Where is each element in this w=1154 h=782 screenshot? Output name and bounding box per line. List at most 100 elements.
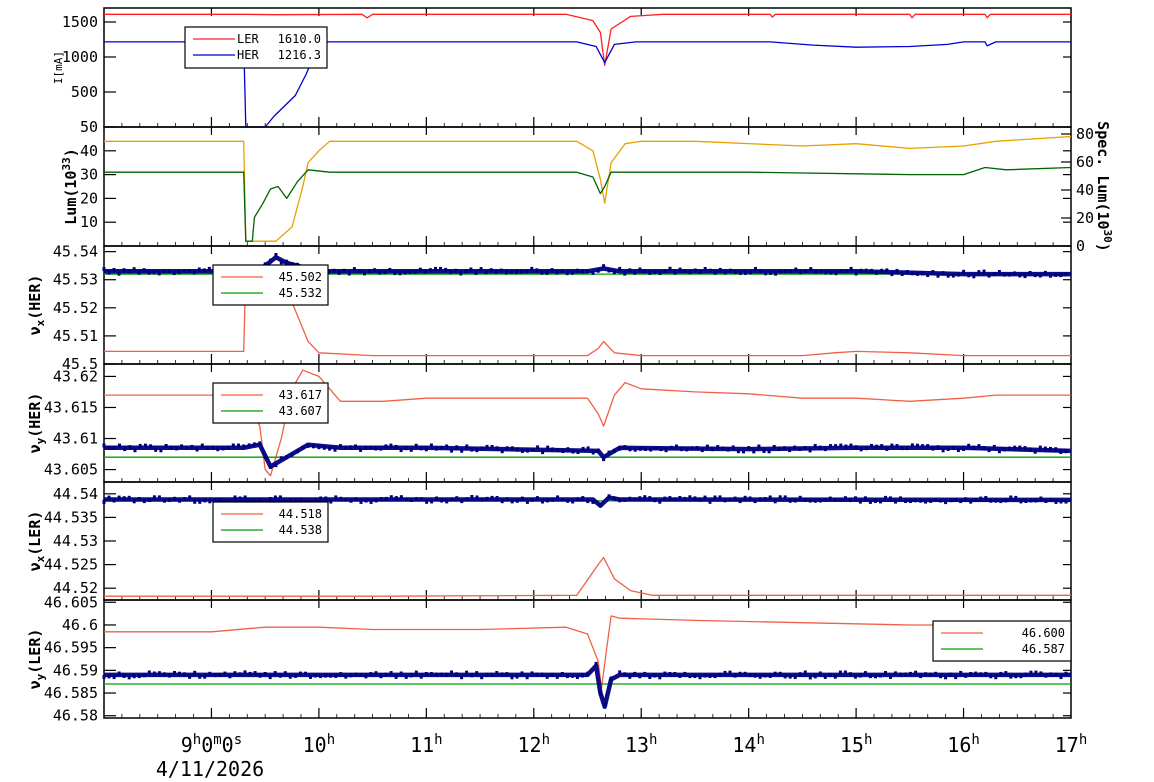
y2-tick-label: 60	[1076, 153, 1094, 171]
data-point	[233, 495, 237, 500]
data-point	[586, 499, 590, 504]
y-tick-label: 1000	[62, 48, 98, 66]
data-point	[218, 497, 222, 502]
data-point	[658, 499, 662, 504]
data-point	[138, 443, 142, 448]
data-point	[987, 273, 991, 278]
data-point	[510, 270, 513, 274]
data-point	[505, 497, 509, 502]
data-point	[566, 498, 570, 503]
data-point	[693, 674, 697, 678]
data-point	[168, 497, 171, 502]
data-point	[555, 674, 559, 679]
data-point	[899, 672, 902, 677]
data-point	[754, 267, 757, 271]
data-point	[743, 495, 747, 500]
data-point	[520, 496, 524, 501]
data-point	[374, 671, 378, 676]
data-point	[794, 267, 798, 272]
data-point	[173, 496, 177, 501]
data-point	[833, 674, 837, 679]
data-point	[550, 672, 554, 677]
data-point	[868, 499, 872, 504]
data-point	[357, 269, 361, 274]
data-point	[535, 496, 539, 501]
data-point	[231, 443, 235, 448]
data-point	[773, 499, 777, 504]
data-point	[314, 673, 317, 678]
data-point	[778, 495, 782, 500]
data-point	[248, 498, 252, 503]
data-point	[916, 271, 919, 276]
data-point	[398, 271, 402, 276]
data-point	[490, 672, 494, 677]
data-point	[748, 496, 752, 501]
legend-box	[212, 264, 329, 306]
data-point	[439, 266, 442, 271]
data-point	[844, 444, 848, 449]
data-point	[515, 447, 519, 452]
data-point	[688, 495, 692, 500]
data-point	[623, 445, 627, 450]
data-point	[183, 672, 187, 677]
data-point	[594, 661, 598, 666]
data-point	[460, 499, 464, 504]
y-tick-label: 44.525	[44, 556, 98, 574]
data-point	[668, 496, 672, 501]
legend: 46.600 46.587	[932, 620, 1072, 662]
data-point	[623, 271, 627, 276]
data-point	[723, 670, 727, 675]
data-point	[783, 674, 787, 679]
data-point	[359, 673, 363, 677]
y-axis-label: νx(HER)	[26, 275, 47, 336]
legend-value: 44.518	[279, 507, 322, 521]
data-point	[744, 270, 747, 275]
data-point	[172, 271, 176, 276]
data-point	[213, 498, 217, 503]
data-point	[414, 670, 418, 675]
data-point	[107, 495, 111, 500]
data-point	[863, 671, 867, 676]
data-point	[546, 445, 550, 450]
data-point	[480, 675, 484, 680]
data-point	[570, 270, 574, 275]
data-point	[924, 499, 928, 504]
y-tick-label: 46.6	[62, 616, 98, 634]
data-point	[813, 498, 817, 503]
data-point	[962, 269, 966, 274]
data-point	[939, 674, 943, 679]
data-point	[612, 270, 616, 275]
data-point	[757, 444, 761, 449]
data-point	[399, 448, 403, 453]
data-point	[460, 448, 464, 453]
data-point	[112, 268, 116, 272]
data-point	[137, 497, 141, 502]
data-point	[198, 499, 202, 504]
data-point	[364, 674, 368, 679]
data-point	[344, 497, 348, 502]
data-point	[388, 267, 392, 272]
data-point	[168, 673, 171, 678]
data-point	[708, 499, 712, 504]
data-point	[403, 270, 407, 275]
data-point	[633, 671, 637, 676]
data-point	[253, 671, 257, 676]
data-point	[117, 495, 121, 500]
data-point	[520, 449, 524, 453]
data-point	[338, 444, 342, 449]
data-point	[484, 270, 488, 275]
data-point	[183, 497, 187, 502]
data-point	[495, 496, 499, 500]
data-point	[419, 674, 423, 679]
data-point	[207, 266, 211, 271]
data-point	[349, 673, 353, 678]
data-point	[530, 266, 534, 271]
data-point	[177, 270, 181, 275]
data-point	[828, 496, 832, 501]
data-point	[1029, 498, 1033, 503]
data-point	[962, 447, 966, 451]
data-point	[495, 446, 499, 451]
data-point	[247, 443, 251, 448]
data-point	[1038, 273, 1042, 278]
data-point	[418, 267, 422, 272]
